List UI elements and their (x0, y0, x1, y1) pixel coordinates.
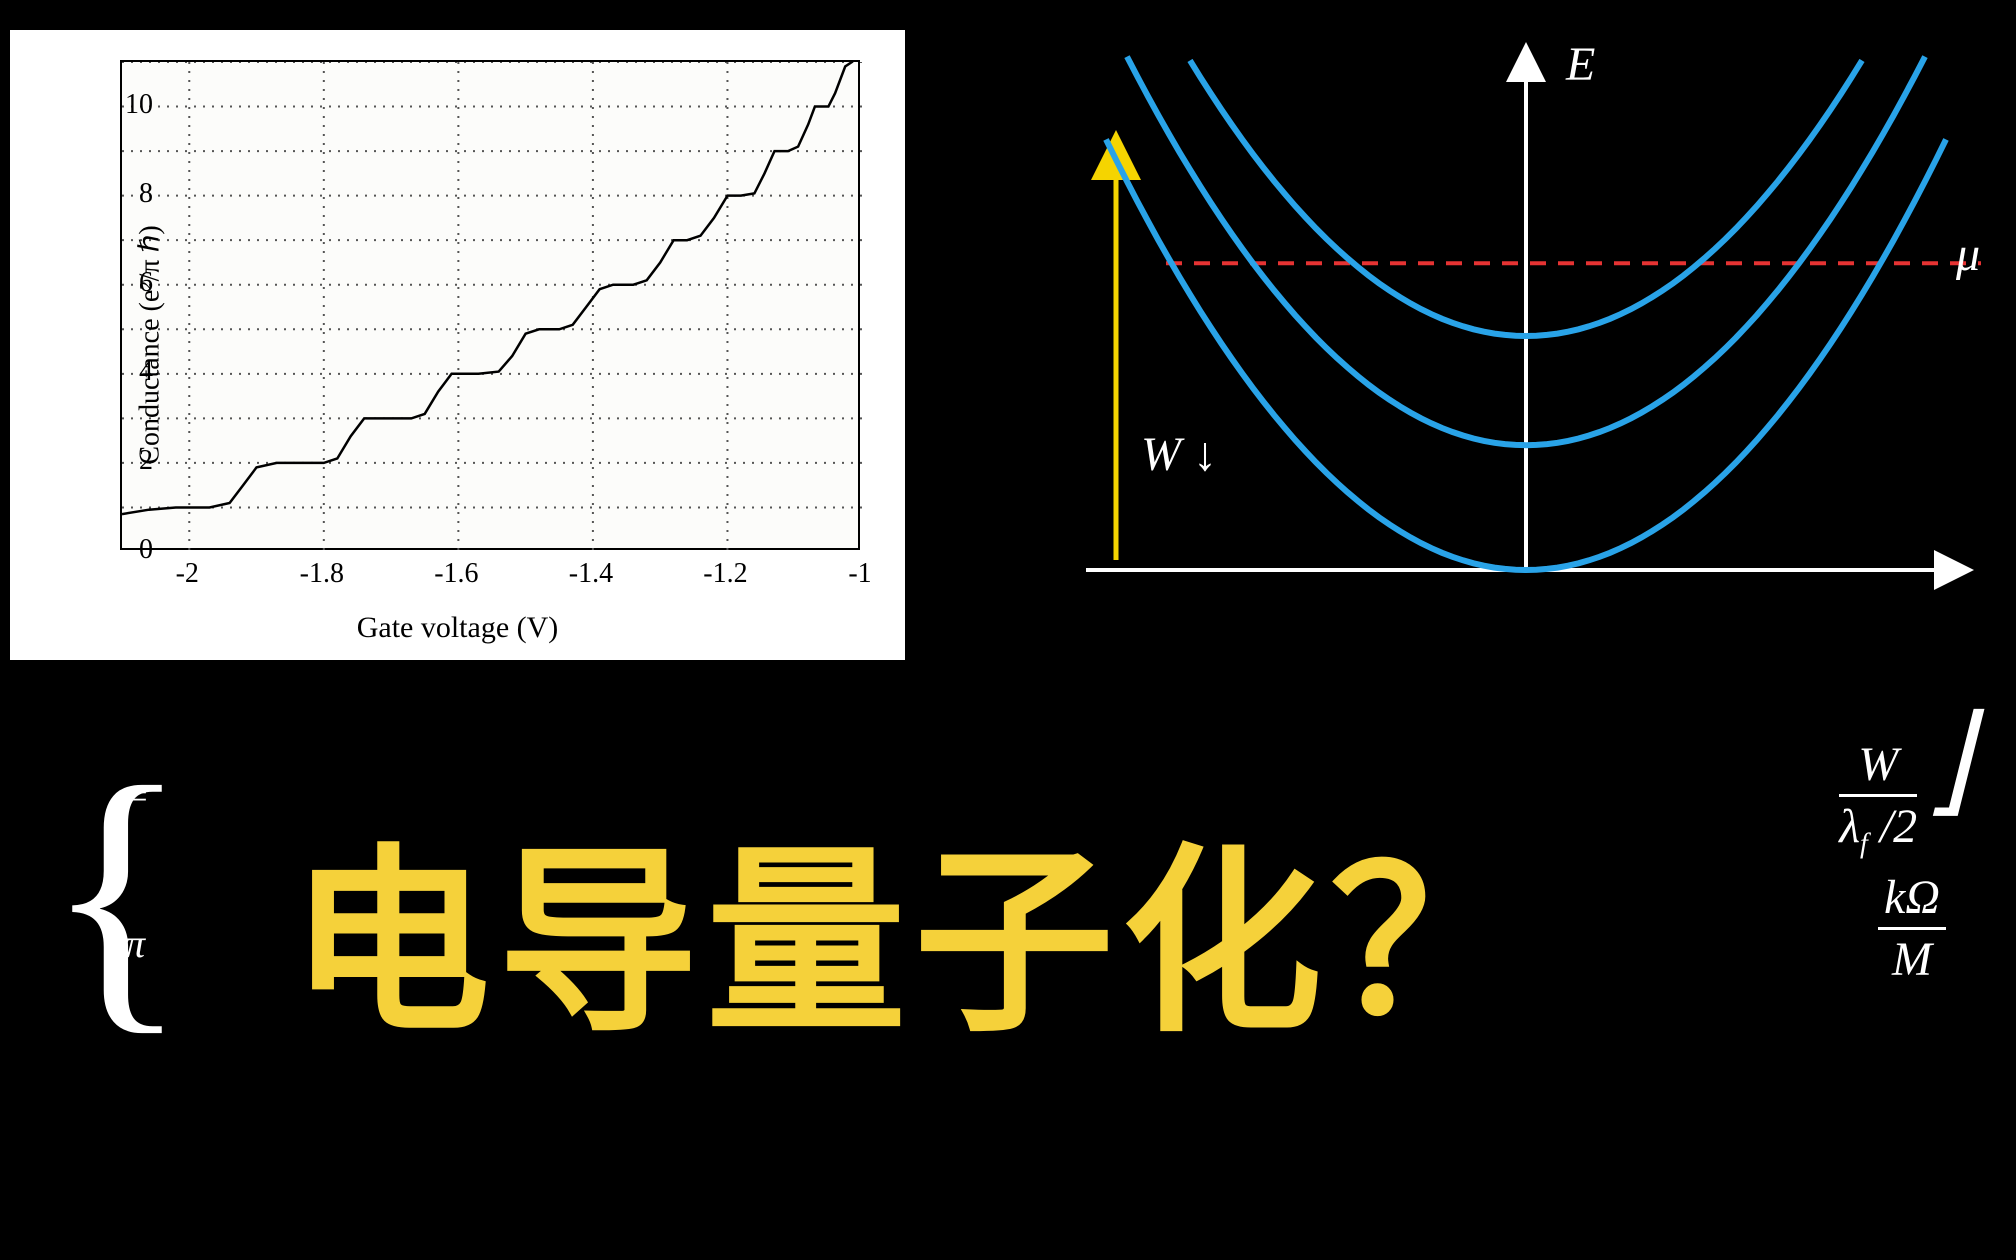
energy-svg: E μ W ↓ (1026, 30, 1986, 610)
ytick-label: 6 (139, 267, 153, 299)
xtick-label: -1 (848, 558, 871, 590)
lambda-sub: λf /2 (1839, 800, 1917, 853)
chart-plot-area (120, 60, 860, 550)
E-label: E (1565, 38, 1595, 91)
ytick-label: 8 (139, 178, 153, 210)
left-brace: { (45, 720, 189, 1065)
ytick-label: 4 (139, 356, 153, 388)
ytick-label: 2 (139, 445, 153, 477)
W-label: W ↓ (1141, 428, 1217, 481)
chart-xlabel: Gate voltage (V) (357, 611, 559, 645)
left-frag-1: = (125, 775, 149, 817)
main-title: 电导量子化？ (290, 780, 1538, 1070)
xtick-label: -1.8 (300, 558, 344, 590)
right-frac-bottom: kΩ M (1878, 870, 1946, 987)
xtick-label: -1.4 (569, 558, 613, 590)
chart-svg (122, 62, 862, 552)
ytick-label: 0 (139, 534, 153, 566)
xtick-label: -1.6 (434, 558, 478, 590)
energy-diagram: E μ W ↓ (1026, 30, 1986, 610)
mu-label: μ (1955, 228, 1980, 281)
xtick-label: -2 (176, 558, 199, 590)
right-frac-top: W λf /2 ⌋ (1839, 700, 1976, 861)
xtick-label: -1.2 (703, 558, 747, 590)
conductance-chart: Conductance (e²/π ℏ) Gate voltage (V) 0 2… (10, 30, 905, 660)
left-frag-2: π (125, 920, 145, 967)
ytick-label: 10 (125, 89, 153, 121)
chart-ylabel: Conductance (e²/π ℏ) (133, 225, 167, 464)
